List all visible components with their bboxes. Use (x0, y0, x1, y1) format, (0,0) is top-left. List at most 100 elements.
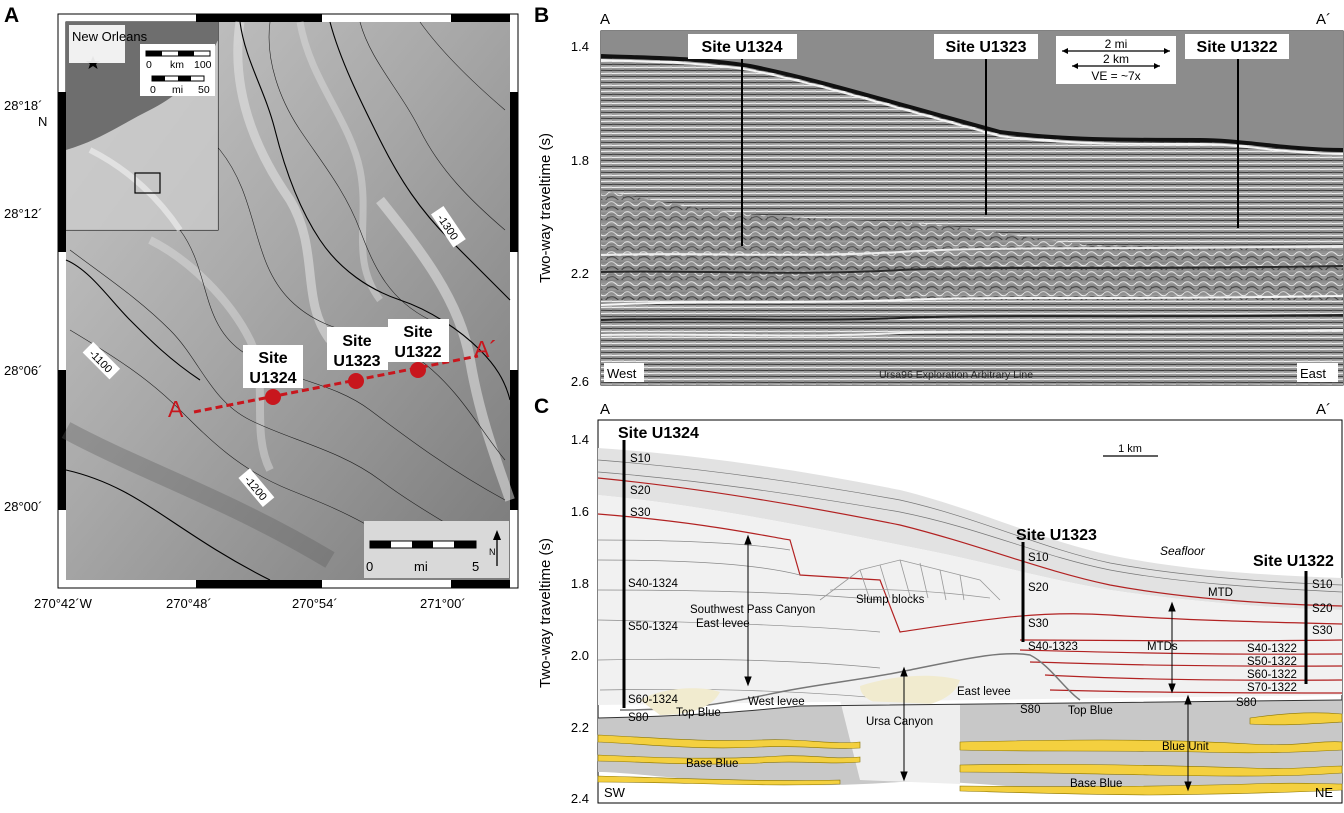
svg-text:S10: S10 (630, 453, 650, 465)
svg-text:S20: S20 (630, 485, 650, 497)
map-border-bottom-2 (451, 580, 510, 588)
svg-text:Site: Site (342, 333, 371, 350)
ursa-canyon-label: Ursa Canyon (866, 716, 933, 728)
panel-c-right-end: A´ (1316, 401, 1331, 418)
svg-text:2.2: 2.2 (571, 266, 589, 281)
svg-text:1.6: 1.6 (571, 504, 589, 519)
site-u1323-label-c: Site U1323 (1016, 527, 1097, 544)
svg-text:2.0: 2.0 (571, 648, 589, 663)
panel-c-letter: C (534, 395, 549, 418)
lon-label-271-00: 271°00´ (420, 596, 466, 611)
svg-text:U1322: U1322 (394, 344, 441, 361)
svg-text:S20: S20 (1028, 582, 1048, 594)
lat-label-28-06: 28°06´ (4, 363, 42, 378)
section-scale-label: 1 km (1118, 443, 1142, 455)
upper-sediment-band (598, 448, 1342, 610)
lon-label-270-54: 270°54´ (292, 596, 338, 611)
west-levee-pale-fill (640, 688, 720, 715)
transect-line (193, 354, 479, 414)
seismic-reflectors (601, 58, 1343, 385)
site-u1323-label: Site U1323 (327, 327, 388, 370)
panel-b-left-end: A (600, 11, 610, 28)
svg-text:S40-1323: S40-1323 (1028, 641, 1078, 653)
svg-text:S50-1324: S50-1324 (628, 621, 678, 633)
transect-start-label: A (168, 396, 184, 422)
ursa-canyon-fill (840, 700, 960, 784)
site-u1324-box-b (688, 34, 797, 59)
svg-text:mi: mi (172, 84, 183, 96)
svg-text:S20: S20 (1312, 603, 1332, 615)
transect-end-label: A´ (474, 336, 497, 362)
inset-scale-mi: 0 mi 50 (150, 75, 210, 96)
swpc-label-line2: East levee (696, 618, 750, 630)
base-blue-east-label: Base Blue (1070, 778, 1122, 790)
bathymetry-contours-bold (65, 21, 511, 581)
map-border-right-2 (510, 370, 518, 510)
panel-a-letter: A (4, 4, 19, 27)
panel-c-ylabel: Two-way traveltime (s) (537, 538, 554, 688)
svg-text:VE = ~7x: VE = ~7x (1091, 69, 1140, 83)
site-u1324-marker (265, 389, 281, 405)
site-u1324-label: Site U1324 (243, 345, 303, 388)
svg-text:S40-1322: S40-1322 (1247, 643, 1297, 655)
svg-text:1.4: 1.4 (571, 39, 589, 54)
panel-b-ylabel: Two-way traveltime (s) (537, 133, 554, 283)
map-border-right-1 (510, 92, 518, 252)
blue-unit-sands (597, 712, 1343, 796)
levee-surface (619, 652, 1081, 711)
lat-label-28-18: 28°18´ (4, 98, 42, 113)
panel-a: A (4, 4, 519, 611)
svg-text:S60-1324: S60-1324 (628, 694, 678, 706)
svg-text:N: N (489, 547, 496, 557)
panel-b-letter: B (534, 4, 549, 27)
u1323-horizon-labels: S10 S20 S30 S40-1323 S80 (1020, 552, 1078, 716)
svg-text:1.8: 1.8 (571, 153, 589, 168)
top-blue-west-label: Top Blue (676, 707, 721, 719)
slump-blocks (819, 559, 1001, 601)
svg-text:50: 50 (198, 84, 210, 96)
svg-text:S40-1324: S40-1324 (628, 578, 678, 590)
site-u1323-marker (348, 373, 364, 389)
map-border-bottom-1 (196, 580, 322, 588)
site-u1322-marker (410, 362, 426, 378)
svg-text:1.4: 1.4 (571, 432, 589, 447)
svg-text:Site: Site (258, 350, 287, 367)
seismic-east-label: East (1300, 366, 1326, 381)
svg-text:100: 100 (194, 59, 212, 71)
panel-b-yticks: 1.4 1.8 2.2 2.6 (571, 39, 589, 389)
svg-text:S80: S80 (1236, 697, 1256, 709)
inset-city-label: New Orleans (72, 29, 148, 44)
lat-label-28-00: 28°00´ (4, 499, 42, 514)
lat-label-28-12: 28°12´ (4, 206, 42, 221)
thickness-arrows (744, 534, 1192, 792)
seafloor-label: Seafloor (1160, 544, 1206, 558)
north-arrow-icon: N (489, 530, 501, 566)
bathymetry-relief (61, 21, 515, 568)
red-horizons (597, 477, 1343, 694)
svg-text:S30: S30 (1028, 618, 1048, 630)
panel-b-right-end: A´ (1316, 11, 1331, 28)
site-u1323-label-b: Site U1323 (946, 39, 1027, 56)
svg-text:U1323: U1323 (333, 353, 380, 370)
svg-text:S10: S10 (1028, 552, 1048, 564)
inset-study-area-box (134, 172, 161, 194)
svg-text:S30: S30 (630, 507, 650, 519)
top-blue-east-label: Top Blue (1068, 705, 1113, 717)
svg-text:Site: Site (403, 324, 432, 341)
swpc-label-line1: Southwest Pass Canyon (690, 604, 815, 616)
panel-c-left-end: A (600, 401, 610, 418)
inset-scale-km: 0 km 100 (145, 50, 212, 71)
panel-c-yticks: 1.4 1.6 1.8 2.0 2.2 2.4 (571, 432, 589, 806)
lon-label-270-42: 270°42´W (34, 596, 93, 611)
section-ne-label: NE (1315, 785, 1333, 800)
site-u1323-box-b (934, 34, 1038, 59)
site-u1324-label-b: Site U1324 (702, 39, 783, 56)
seismic-deep-reflectors (600, 245, 1344, 337)
svg-text:1.8: 1.8 (571, 576, 589, 591)
map-scale-bar: 0 mi 5 (364, 521, 509, 578)
svg-text:S30: S30 (1312, 625, 1332, 637)
map-border-top-2 (451, 14, 510, 22)
u1324-horizon-labels: S10 S20 S30 S40-1324 S50-1324 S60-1324 S… (628, 453, 678, 724)
site-u1322-label-b: Site U1322 (1197, 39, 1278, 56)
